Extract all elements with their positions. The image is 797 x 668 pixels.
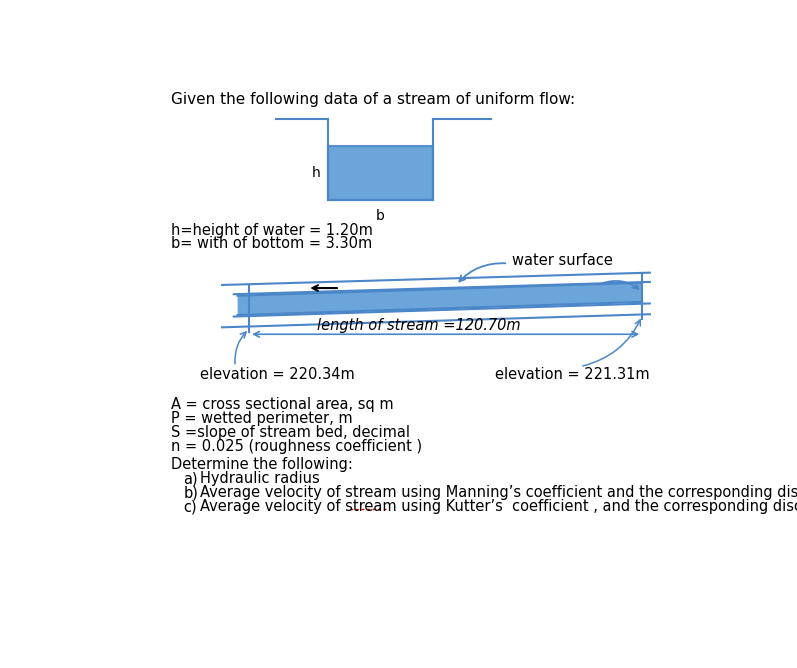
Text: b): b) [183, 485, 198, 500]
Text: h=height of water = 1.20m: h=height of water = 1.20m [171, 222, 373, 238]
Text: Hydraulic radius: Hydraulic radius [200, 472, 320, 486]
Text: length of stream =120.70m: length of stream =120.70m [316, 318, 520, 333]
Text: Average velocity of stream using Manning’s coefficient and the corresponding dis: Average velocity of stream using Manning… [200, 485, 797, 500]
Text: water surface: water surface [512, 253, 613, 268]
Text: n = 0.025 (roughness coefficient ): n = 0.025 (roughness coefficient ) [171, 439, 422, 454]
Text: S =slope of stream bed, decimal: S =slope of stream bed, decimal [171, 425, 410, 440]
Bar [328, 146, 433, 200]
Text: b: b [376, 208, 385, 222]
Text: elevation = 220.34m: elevation = 220.34m [200, 367, 355, 381]
Text: Given the following data of a stream of uniform flow:: Given the following data of a stream of … [171, 92, 575, 108]
Text: a): a) [183, 472, 198, 486]
Text: b= with of bottom = 3.30m: b= with of bottom = 3.30m [171, 236, 372, 251]
Text: Determine the following:: Determine the following: [171, 458, 353, 472]
Text: P = wetted perimeter, m: P = wetted perimeter, m [171, 411, 352, 426]
Text: elevation = 221.31m: elevation = 221.31m [495, 367, 650, 381]
Text: c): c) [183, 499, 197, 514]
Polygon shape [238, 283, 642, 315]
Text: h: h [312, 166, 320, 180]
Text: Average velocity of stream using Kutter’s  coefficient , and the corresponding d: Average velocity of stream using Kutter’… [200, 499, 797, 514]
Text: A = cross sectional area, sq m: A = cross sectional area, sq m [171, 397, 394, 412]
